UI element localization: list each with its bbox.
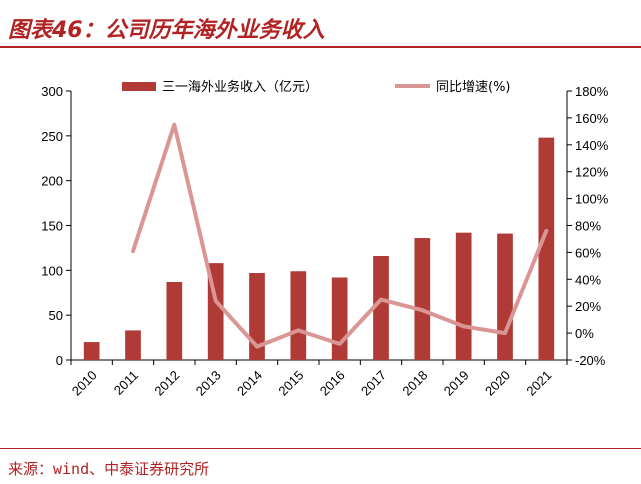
y-right-tick-label: 180% (575, 84, 609, 99)
title-divider (0, 46, 641, 48)
x-tick-label: 2019 (441, 368, 472, 399)
bar (538, 137, 555, 360)
y-right-tick-label: 160% (575, 111, 609, 126)
footer-divider (0, 448, 641, 449)
x-tick-label: 2014 (234, 368, 265, 399)
y-right-tick-label: 0% (575, 326, 594, 341)
bar (290, 271, 307, 360)
y-left-tick-label: 200 (41, 174, 63, 189)
legend-bar-label: 三一海外业务收入（亿元） (162, 79, 318, 95)
growth-point (297, 329, 299, 331)
bar (331, 277, 348, 360)
bar (166, 281, 183, 360)
x-tick-label: 2018 (399, 368, 430, 399)
x-tick-label: 2016 (317, 368, 348, 399)
bar (497, 233, 513, 360)
growth-point (380, 298, 382, 300)
growth-point (545, 230, 547, 232)
x-tick-label: 2015 (275, 368, 306, 399)
growth-point (215, 300, 217, 302)
growth-point (421, 309, 423, 311)
y-left-tick-label: 300 (41, 84, 63, 99)
growth-point (132, 250, 134, 252)
y-right-tick-label: 80% (575, 219, 601, 234)
y-right-tick-label: 20% (575, 299, 601, 314)
y-left-tick-label: 100 (41, 263, 63, 278)
x-tick-label: 2013 (193, 368, 224, 399)
figure-title: 图表46：公司历年海外业务收入 (8, 18, 325, 43)
y-right-tick-label: 100% (575, 192, 609, 207)
bar (373, 255, 389, 360)
x-tick-label: 2020 (482, 368, 513, 399)
growth-point (504, 332, 506, 334)
growth-point (256, 346, 258, 348)
legend-bar-swatch (122, 82, 156, 91)
x-tick-label: 2010 (69, 368, 100, 399)
bar (125, 330, 141, 360)
bar (414, 238, 431, 360)
bar (455, 232, 472, 360)
legend-line-label: 同比增速(%) (436, 80, 511, 95)
growth-point (463, 325, 465, 327)
bar (249, 273, 265, 360)
x-tick-label: 2011 (111, 368, 141, 398)
y-right-tick-label: 40% (575, 272, 601, 287)
line-layer (131, 122, 549, 349)
legend: 三一海外业务收入（亿元） 同比增速(%) (122, 79, 511, 95)
growth-point (173, 124, 175, 126)
y-left-tick-label: 50 (49, 308, 63, 323)
y-left-tick-label: 0 (56, 353, 63, 368)
source-note: 来源：wind、中泰证券研究所 (8, 460, 210, 478)
y-right-tick-label: 60% (575, 245, 601, 260)
y-left-tick-label: 250 (41, 129, 63, 144)
y-right-tick-label: 140% (575, 138, 609, 153)
y-right-tick-label: -20% (575, 353, 606, 368)
x-tick-label: 2021 (523, 368, 554, 399)
bars-layer (83, 137, 555, 360)
y-right-tick-label: 120% (575, 165, 609, 180)
x-tick-label: 2017 (358, 368, 389, 399)
chart: 0 50 100 150 200 250 300 -20% 0% 20% 40% 60% 80% 100%… (41, 79, 609, 399)
bar (83, 342, 100, 360)
y-left-tick-label: 150 (41, 219, 63, 234)
x-tick-label: 2012 (151, 368, 182, 399)
growth-point (339, 343, 341, 345)
